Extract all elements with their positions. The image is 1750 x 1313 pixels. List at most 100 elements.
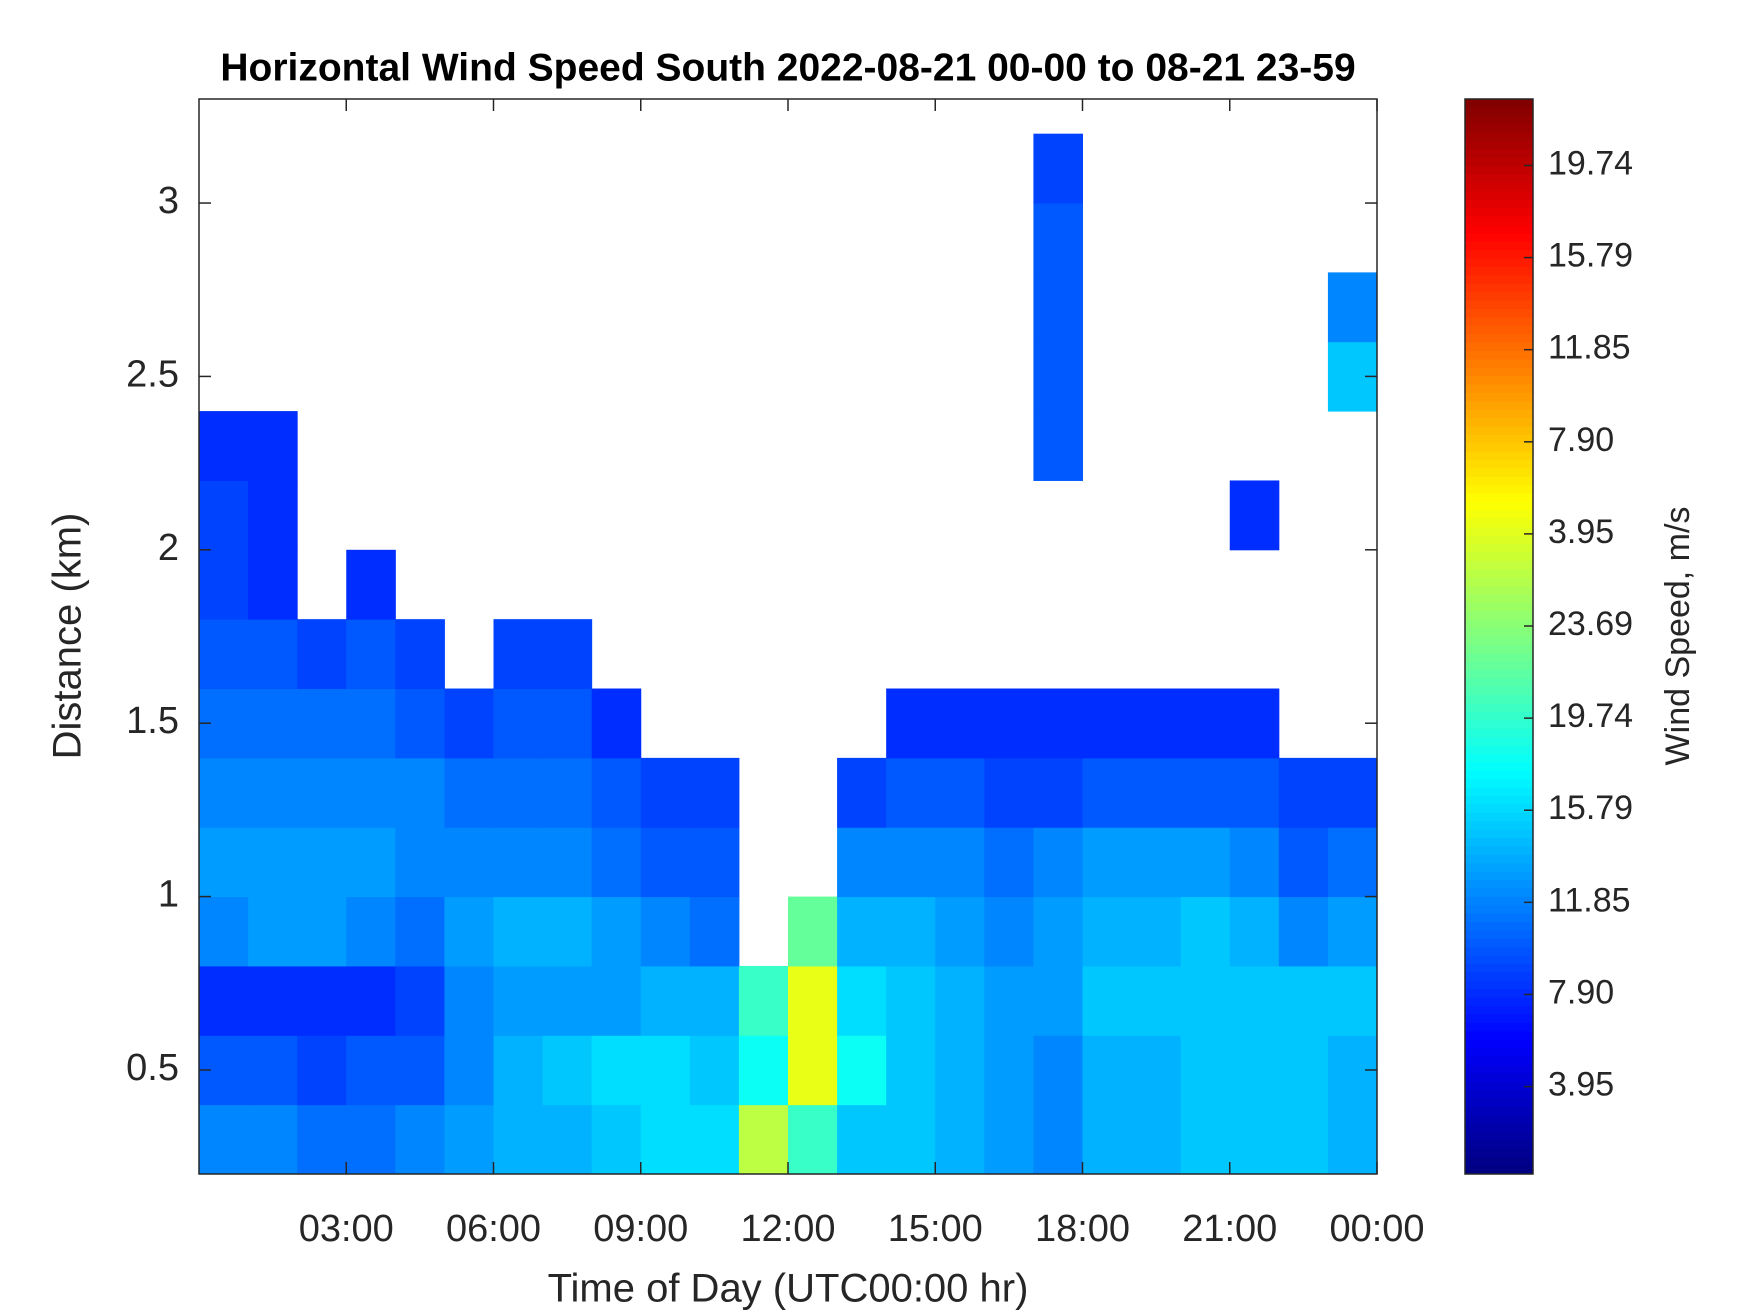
heat-cell <box>837 896 887 967</box>
heat-cell <box>444 688 494 759</box>
heat-cell <box>1082 896 1133 967</box>
colorbar-step <box>1465 947 1533 957</box>
heat-cell <box>1229 1104 1280 1175</box>
heat-cell <box>640 1104 691 1175</box>
colorbar-step <box>1465 334 1533 344</box>
colorbar-step <box>1465 132 1533 142</box>
heat-cell <box>395 757 445 828</box>
heat-cell <box>1180 1035 1231 1106</box>
colorbar-step <box>1465 1140 1533 1150</box>
heat-cell <box>1033 203 1083 273</box>
heat-cell <box>346 1104 396 1175</box>
heat-cell <box>640 827 691 898</box>
x-tick-label: 06:00 <box>446 1208 541 1250</box>
colorbar-step <box>1465 653 1533 663</box>
colorbar-tick-label: 15.79 <box>1548 237 1633 275</box>
heat-cell <box>493 896 544 967</box>
colorbar-step <box>1465 166 1533 176</box>
heat-cell <box>1033 827 1083 898</box>
heat-cell <box>1327 896 1378 967</box>
y-tick-label: 1.5 <box>126 700 179 742</box>
heat-cell <box>1033 1035 1083 1106</box>
heat-cell <box>738 1104 789 1175</box>
heat-cell <box>297 827 347 898</box>
colorbar-step <box>1465 208 1533 218</box>
colorbar-step <box>1465 930 1533 940</box>
colorbar-step <box>1465 527 1533 537</box>
colorbar-step <box>1465 922 1533 931</box>
colorbar-step <box>1465 409 1533 419</box>
colorbar-step <box>1465 191 1533 201</box>
colorbar-step <box>1465 376 1533 386</box>
colorbar-step <box>1465 552 1533 562</box>
colorbar-frame <box>1464 98 1534 1175</box>
heat-cell <box>297 965 347 1036</box>
heat-cell <box>886 757 936 828</box>
colorbar-step <box>1465 812 1533 822</box>
heat-cell <box>1131 827 1182 898</box>
heat-cell <box>935 1035 985 1106</box>
colorbar-tick-label: 23.69 <box>1548 605 1633 643</box>
x-tick-label: 12:00 <box>740 1208 835 1250</box>
heat-cell <box>199 965 249 1036</box>
heat-cell <box>444 757 494 828</box>
heat-cell <box>493 1035 544 1106</box>
heat-cell <box>837 827 887 898</box>
heat-cell <box>1327 1104 1378 1175</box>
heat-cell <box>1082 827 1133 898</box>
heat-cell <box>886 827 936 898</box>
x-tick-label: 21:00 <box>1182 1208 1277 1250</box>
colorbar-step <box>1465 787 1533 797</box>
colorbar-step <box>1465 468 1533 478</box>
colorbar-step <box>1465 426 1533 436</box>
heat-cell <box>984 1035 1034 1106</box>
heat-cell <box>1033 133 1083 204</box>
heat-cell <box>346 549 396 620</box>
heat-cell <box>1033 1104 1083 1175</box>
colorbar-step <box>1465 275 1533 285</box>
colorbar-step <box>1465 661 1533 671</box>
heat-cell <box>935 827 985 898</box>
heat-cell <box>689 1104 740 1175</box>
heat-cell <box>493 619 544 690</box>
heat-cell <box>248 1035 298 1106</box>
colorbar-step <box>1465 502 1533 512</box>
colorbar-step <box>1465 770 1533 780</box>
colorbar-step <box>1465 367 1533 377</box>
heat-cell <box>984 896 1034 967</box>
heat-cell <box>395 688 445 759</box>
heat-cell <box>591 896 642 967</box>
colorbar-step <box>1465 1090 1533 1099</box>
colorbar-step <box>1465 628 1533 637</box>
colorbar-step <box>1465 1056 1533 1066</box>
heat-cell <box>591 1104 642 1175</box>
heat-cell <box>689 896 740 967</box>
colorbar-step <box>1465 636 1533 646</box>
heat-cell <box>1180 896 1231 967</box>
colorbar-step <box>1465 250 1533 260</box>
heat-cell <box>1131 757 1182 828</box>
heat-cell <box>395 619 445 690</box>
colorbar-step <box>1465 611 1533 621</box>
colorbar-step <box>1465 989 1533 999</box>
colorbar-step <box>1465 1014 1533 1024</box>
colorbar-step <box>1465 1098 1533 1108</box>
heat-cell <box>1131 1104 1182 1175</box>
heat-cell <box>1033 272 1083 343</box>
colorbar-step <box>1465 157 1533 167</box>
heat-cell <box>886 896 936 967</box>
colorbar-step <box>1465 174 1533 184</box>
heat-cell <box>788 896 838 967</box>
colorbar-step <box>1465 1123 1533 1133</box>
colorbar-step <box>1465 451 1533 461</box>
heat-cell <box>444 827 494 898</box>
heat-cell <box>1033 341 1083 412</box>
heat-cell <box>886 688 936 759</box>
colorbar-step <box>1465 392 1533 402</box>
colorbar-step <box>1465 712 1533 721</box>
colorbar-step <box>1465 863 1533 873</box>
colorbar-step <box>1465 913 1533 923</box>
heat-cell <box>1180 757 1231 828</box>
heat-cell <box>199 411 249 481</box>
